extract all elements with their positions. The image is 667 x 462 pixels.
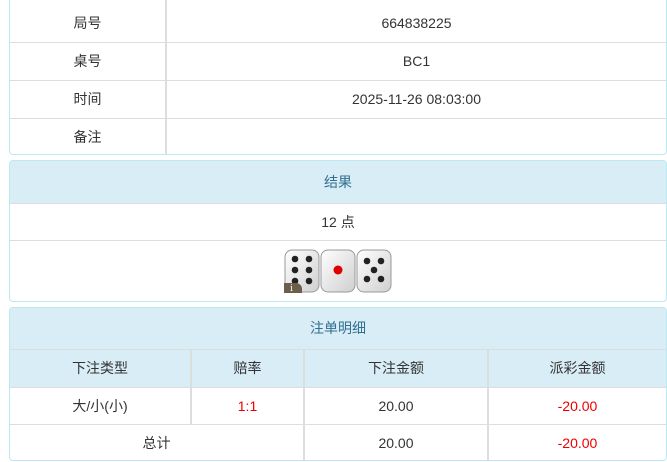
payout: -20.00 bbox=[488, 386, 666, 424]
die-5-icon bbox=[356, 249, 392, 293]
bet-type: 大/小(小) bbox=[10, 386, 192, 424]
table-id-value: BC1 bbox=[166, 41, 666, 80]
label: 局号 bbox=[10, 0, 167, 42]
table-row: 大/小(小) 1:1 20.00 -20.00 bbox=[10, 386, 666, 424]
dice-group: i bbox=[10, 249, 666, 293]
total-row: 总计 20.00 -20.00 bbox=[10, 423, 666, 460]
result-panel: 结果 12 点 i bbox=[9, 160, 667, 302]
remark-value bbox=[166, 117, 666, 154]
total-payout: -20.00 bbox=[488, 423, 666, 460]
label: 桌号 bbox=[10, 41, 167, 80]
label: 时间 bbox=[10, 79, 167, 118]
die-6-icon: i bbox=[284, 249, 320, 293]
row-table-id: 桌号 BC1 bbox=[10, 41, 666, 80]
total-amount: 20.00 bbox=[304, 423, 489, 460]
round-id-value: 664838225 bbox=[381, 15, 452, 32]
col-payout: 派彩金额 bbox=[488, 348, 666, 387]
die-1-icon bbox=[320, 249, 356, 293]
col-odds: 赔率 bbox=[191, 348, 305, 387]
col-bet-type: 下注类型 bbox=[10, 348, 192, 387]
odds: 1:1 bbox=[191, 386, 305, 424]
row-remark: 备注 bbox=[10, 117, 666, 154]
row-round-id: 局号 664838225 bbox=[10, 0, 666, 42]
result-title: 结果 bbox=[10, 161, 666, 203]
info-panel: 局号 664838225 桌号 BC1 时间 2025-11-26 08:03:00 … bbox=[9, 0, 667, 155]
row-time: 时间 2025-11-26 08:03:00 bbox=[10, 79, 666, 118]
bet-details-panel: 注单明细 下注类型 赔率 下注金额 派彩金额 大/小(小) 1:1 20.00 … bbox=[9, 307, 667, 461]
label: 备注 bbox=[10, 117, 167, 154]
time-value: 2025-11-26 08:03:00 bbox=[166, 79, 666, 118]
column-headers: 下注类型 赔率 下注金额 派彩金额 bbox=[10, 348, 666, 387]
result-points: 12 点 bbox=[10, 202, 666, 240]
total-label: 总计 bbox=[10, 423, 305, 460]
bet-details-title: 注单明细 bbox=[10, 308, 666, 349]
info-badge: i bbox=[290, 284, 293, 293]
bet-amount: 20.00 bbox=[304, 386, 489, 424]
col-bet-amount: 下注金额 bbox=[304, 348, 489, 387]
